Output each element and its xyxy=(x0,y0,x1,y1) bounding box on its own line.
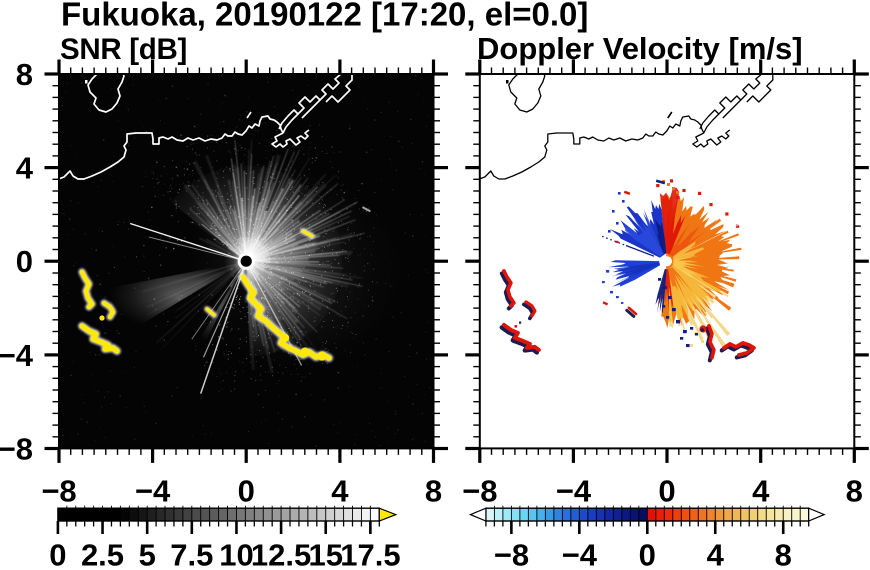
svg-text:4: 4 xyxy=(752,474,770,509)
svg-text:−8: −8 xyxy=(494,538,529,570)
svg-text:−4: −4 xyxy=(0,338,34,373)
svg-text:2.5: 2.5 xyxy=(81,538,124,570)
svg-text:5: 5 xyxy=(139,538,156,570)
svg-text:7.5: 7.5 xyxy=(170,538,213,570)
svg-text:8: 8 xyxy=(775,538,792,570)
svg-text:0: 0 xyxy=(49,538,66,570)
svg-text:4: 4 xyxy=(16,151,34,186)
svg-text:−4: −4 xyxy=(556,474,592,509)
svg-text:15: 15 xyxy=(308,538,342,570)
svg-text:−8: −8 xyxy=(0,432,33,467)
svg-text:10: 10 xyxy=(219,538,253,570)
svg-text:0: 0 xyxy=(639,538,656,570)
svg-text:Doppler Velocity [m/s]: Doppler Velocity [m/s] xyxy=(477,31,803,66)
svg-text:12.5: 12.5 xyxy=(251,538,311,570)
svg-text:8: 8 xyxy=(425,474,442,509)
svg-text:4: 4 xyxy=(707,538,725,570)
svg-text:−8: −8 xyxy=(462,474,497,509)
svg-text:17.5: 17.5 xyxy=(340,538,400,570)
svg-text:0: 0 xyxy=(238,474,255,509)
svg-text:8: 8 xyxy=(16,57,33,92)
svg-text:4: 4 xyxy=(331,474,349,509)
svg-text:0: 0 xyxy=(658,474,675,509)
svg-text:0: 0 xyxy=(16,244,33,279)
svg-text:8: 8 xyxy=(846,474,863,509)
svg-text:−4: −4 xyxy=(562,538,598,570)
svg-text:−8: −8 xyxy=(41,474,76,509)
svg-text:SNR [dB]: SNR [dB] xyxy=(60,33,187,66)
svg-text:Fukuoka, 20190122 [17:20, el=0: Fukuoka, 20190122 [17:20, el=0.0] xyxy=(61,0,588,33)
svg-text:−4: −4 xyxy=(135,474,171,509)
